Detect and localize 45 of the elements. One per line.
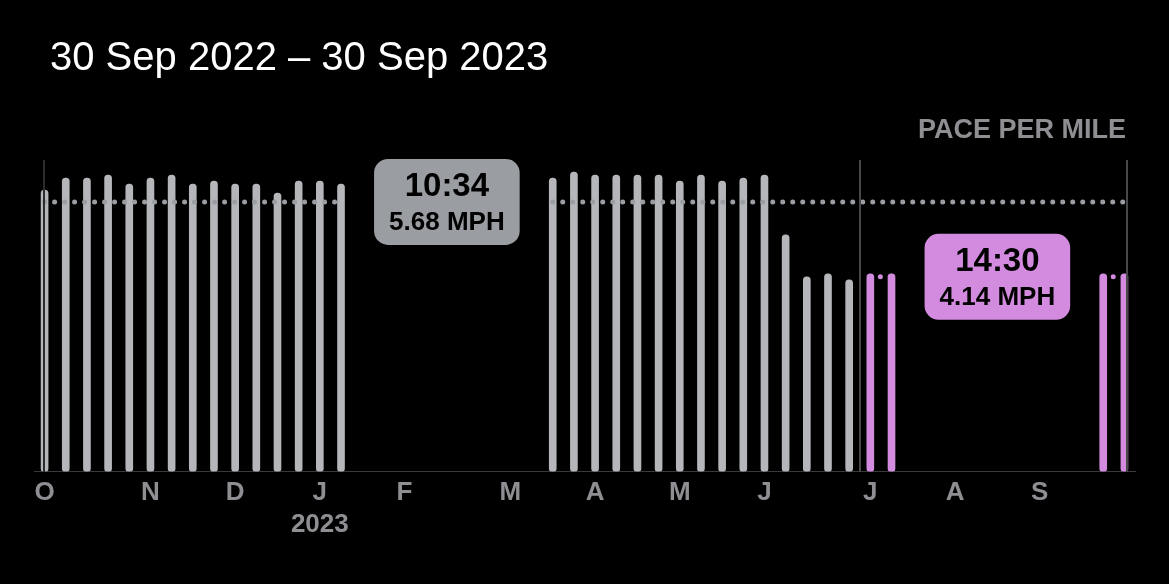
bar (633, 174, 642, 472)
bar (739, 177, 748, 472)
bar (548, 177, 557, 472)
x-tick-label: F (396, 476, 413, 507)
bar (188, 183, 197, 472)
bar (675, 180, 684, 472)
bar (781, 234, 790, 472)
x-tick-label: D (225, 476, 245, 507)
x-tick-label: M (499, 476, 522, 507)
bar (316, 180, 324, 472)
bar (845, 279, 853, 472)
annotation: 14:30 4.14 MPH (939, 240, 1056, 311)
x-tick-label: J (863, 476, 878, 507)
bar (654, 174, 663, 472)
bar (61, 177, 70, 472)
x-tick-label: J 2023 (290, 476, 349, 538)
bar (125, 183, 134, 472)
bar (802, 276, 811, 472)
bar (252, 183, 261, 472)
x-tick-label: N (141, 476, 160, 507)
bar (337, 183, 345, 472)
x-tick-label: M (668, 476, 691, 507)
bar (718, 180, 726, 472)
bar (83, 177, 91, 472)
bar (697, 174, 705, 472)
x-tick-label: A (945, 476, 965, 507)
bar (231, 183, 239, 472)
bar (570, 171, 578, 472)
bar (760, 174, 769, 472)
bar (591, 174, 599, 472)
bar (824, 273, 832, 472)
x-tick-label: A (585, 476, 605, 507)
chart-subtitle: PACE PER MILE (917, 114, 1126, 145)
bar (273, 192, 282, 472)
chart-title: 30 Sep 2022 – 30 Sep 2023 (50, 34, 549, 79)
bar (612, 174, 621, 472)
x-tick-label: J (757, 476, 772, 507)
bar (146, 177, 155, 472)
annotation: 10:34 5.68 MPH (389, 165, 505, 236)
bar (104, 174, 112, 472)
bar (294, 180, 303, 472)
x-tick-label: O (34, 476, 55, 507)
bar (210, 180, 218, 472)
bar (167, 174, 176, 472)
x-tick-label: S (1031, 476, 1049, 507)
